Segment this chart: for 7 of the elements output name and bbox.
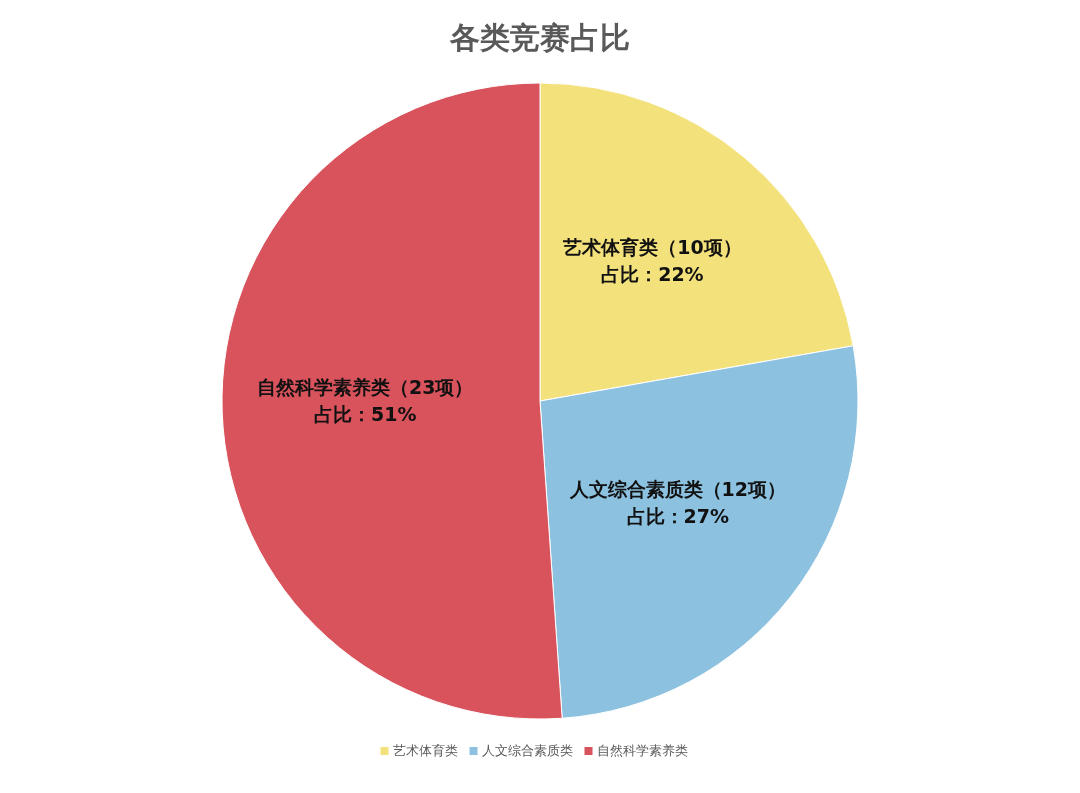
chart-title: 各类竞赛占比 <box>449 20 630 55</box>
legend-label: 人文综合素质类 <box>481 743 573 758</box>
data-label: 艺术体育类（10项）占比：22% <box>562 236 742 286</box>
legend-label: 自然科学素养类 <box>596 743 688 758</box>
data-label: 人文综合素质类（12项）占比：27% <box>568 477 787 527</box>
legend-label: 艺术体育类 <box>392 743 458 758</box>
data-label: 自然科学素养类（23项）占比：51% <box>256 376 474 426</box>
